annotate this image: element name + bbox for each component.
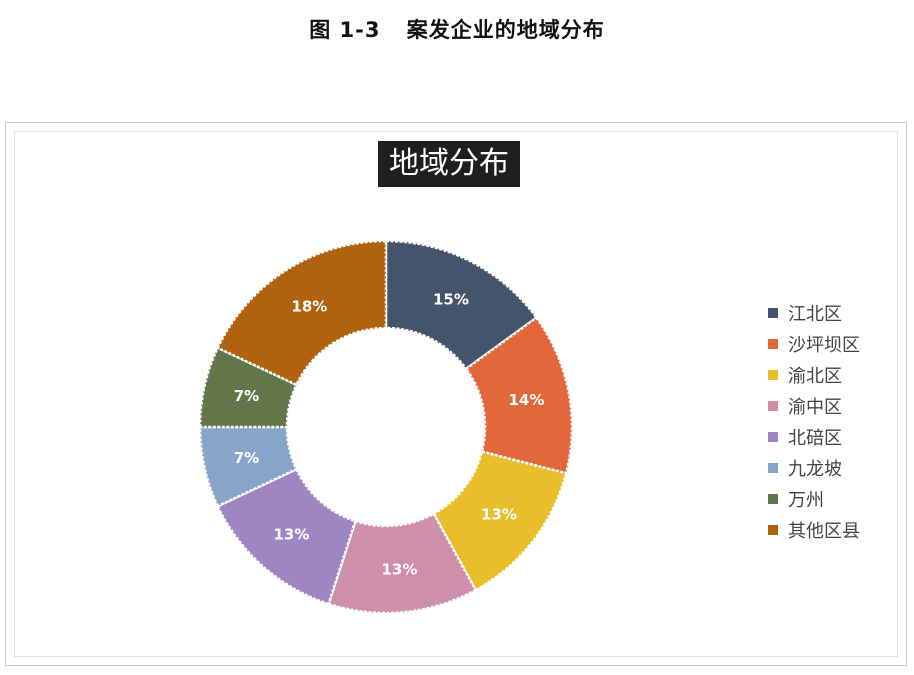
legend-label: 其他区县 bbox=[788, 520, 860, 542]
legend-swatch bbox=[768, 307, 778, 318]
caption-text: 案发企业的地域分布 bbox=[406, 18, 605, 42]
legend-swatch bbox=[768, 369, 778, 380]
legend-item: 其他区县 bbox=[768, 514, 860, 545]
legend-label: 渝中区 bbox=[788, 396, 842, 418]
legend-label: 万州 bbox=[788, 489, 824, 511]
legend-item: 九龙坡 bbox=[768, 452, 860, 483]
slice-label-5: 13% bbox=[273, 525, 309, 543]
legend-swatch bbox=[768, 493, 778, 504]
slice-label-6: 7% bbox=[234, 449, 259, 467]
donut-slice-1 bbox=[384, 239, 539, 371]
legend-label: 沙坪坝区 bbox=[788, 334, 860, 356]
caption-number: 1-3 bbox=[339, 18, 381, 42]
donut-slice-5 bbox=[216, 467, 357, 606]
legend-item: 渝北区 bbox=[768, 359, 860, 390]
slice-label-4: 13% bbox=[382, 560, 418, 578]
legend-swatch bbox=[768, 400, 778, 411]
legend-swatch bbox=[768, 462, 778, 473]
legend-item: 沙坪坝区 bbox=[768, 328, 860, 359]
legend-label: 渝北区 bbox=[788, 365, 842, 387]
legend-label: 九龙坡 bbox=[788, 458, 842, 480]
slice-label-8: 18% bbox=[291, 297, 327, 315]
legend-item: 万州 bbox=[768, 483, 860, 514]
chart-title: 地域分布 bbox=[378, 141, 520, 187]
legend-item: 渝中区 bbox=[768, 390, 860, 421]
chart-legend: 江北区沙坪坝区渝北区渝中区北碚区九龙坡万州其他区县 bbox=[768, 297, 860, 545]
donut-slice-4 bbox=[326, 512, 478, 615]
figure-caption: 图 1-3 案发企业的地域分布 bbox=[0, 14, 914, 44]
chart-inner-border bbox=[14, 131, 898, 657]
slice-label-1: 15% bbox=[433, 291, 469, 309]
slice-label-7: 7% bbox=[234, 387, 259, 405]
legend-swatch bbox=[768, 524, 778, 535]
legend-item: 北碚区 bbox=[768, 421, 860, 452]
legend-swatch bbox=[768, 431, 778, 442]
legend-swatch bbox=[768, 338, 778, 349]
slice-label-3: 13% bbox=[481, 506, 517, 524]
donut-slice-8 bbox=[216, 239, 388, 387]
legend-label: 北碚区 bbox=[788, 427, 842, 449]
caption-prefix: 图 bbox=[309, 18, 332, 42]
legend-item: 江北区 bbox=[768, 297, 860, 328]
slice-label-2: 14% bbox=[509, 391, 545, 409]
donut-slice-3 bbox=[431, 450, 568, 592]
legend-label: 江北区 bbox=[788, 303, 842, 325]
